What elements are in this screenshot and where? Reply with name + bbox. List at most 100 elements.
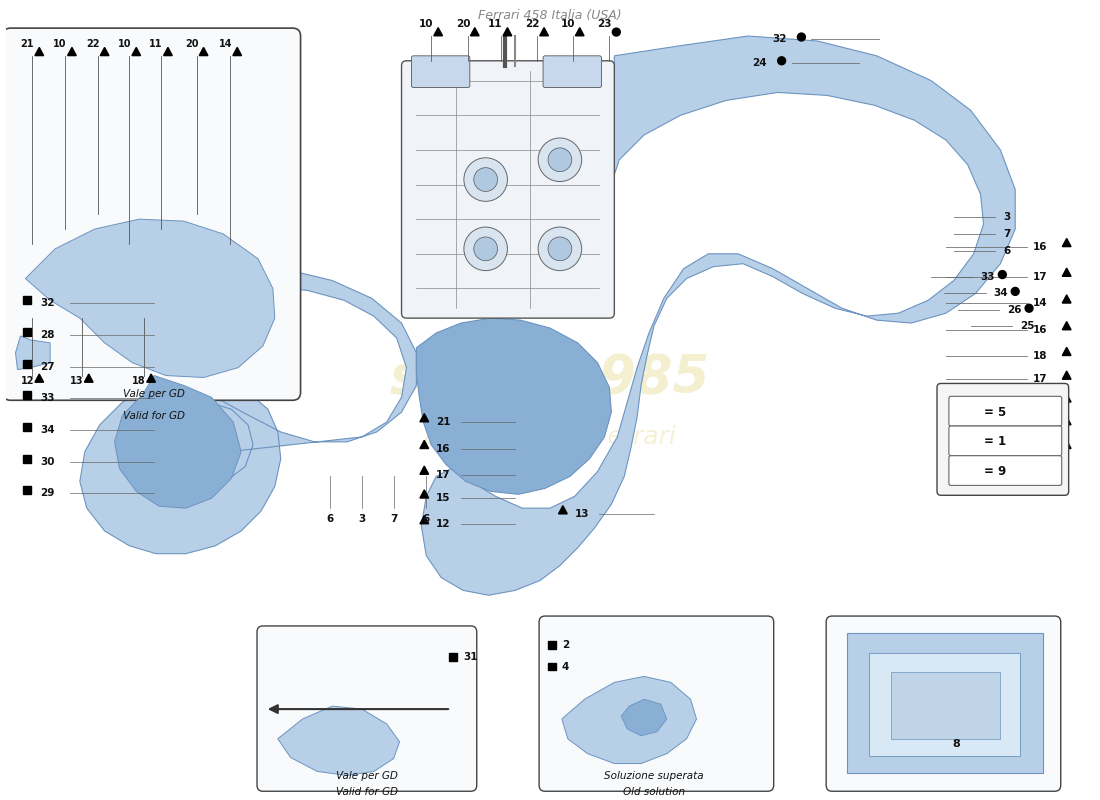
Polygon shape bbox=[621, 699, 667, 736]
Text: 4: 4 bbox=[562, 662, 570, 671]
Text: 10: 10 bbox=[419, 19, 433, 29]
Text: 2: 2 bbox=[562, 640, 569, 650]
Text: 13: 13 bbox=[574, 509, 590, 519]
Bar bbox=[548, 662, 556, 670]
Polygon shape bbox=[25, 219, 275, 378]
Text: 30: 30 bbox=[41, 457, 55, 466]
Text: 11: 11 bbox=[150, 39, 163, 49]
Text: 3: 3 bbox=[1003, 212, 1011, 222]
Polygon shape bbox=[420, 440, 429, 449]
Circle shape bbox=[999, 270, 1007, 278]
Bar bbox=[23, 391, 31, 399]
Polygon shape bbox=[233, 47, 242, 55]
Text: 21: 21 bbox=[437, 417, 451, 427]
Text: 10: 10 bbox=[118, 39, 131, 49]
Circle shape bbox=[1025, 304, 1033, 312]
Text: 12: 12 bbox=[21, 375, 34, 386]
Polygon shape bbox=[35, 47, 44, 55]
Text: 6: 6 bbox=[1003, 246, 1011, 256]
Polygon shape bbox=[15, 264, 417, 554]
Polygon shape bbox=[958, 404, 969, 414]
Text: Vale per GD: Vale per GD bbox=[336, 771, 398, 782]
Circle shape bbox=[474, 168, 497, 191]
Text: 17: 17 bbox=[1033, 374, 1047, 385]
Polygon shape bbox=[1063, 371, 1071, 379]
Text: 16: 16 bbox=[1033, 325, 1047, 335]
Text: 31: 31 bbox=[463, 652, 477, 662]
Text: 16: 16 bbox=[1033, 444, 1047, 454]
Polygon shape bbox=[67, 47, 76, 55]
Text: 15: 15 bbox=[437, 494, 451, 503]
Text: 18: 18 bbox=[132, 375, 146, 386]
Circle shape bbox=[1011, 287, 1020, 295]
Polygon shape bbox=[1063, 440, 1071, 449]
FancyBboxPatch shape bbox=[257, 626, 476, 791]
Polygon shape bbox=[891, 673, 1000, 738]
Bar bbox=[548, 641, 556, 649]
Circle shape bbox=[798, 33, 805, 41]
Polygon shape bbox=[199, 47, 208, 55]
Text: 33: 33 bbox=[41, 394, 55, 403]
Polygon shape bbox=[146, 374, 155, 382]
Text: 33: 33 bbox=[980, 271, 996, 282]
Text: 21: 21 bbox=[21, 39, 34, 49]
Circle shape bbox=[548, 237, 572, 261]
Circle shape bbox=[778, 57, 785, 65]
Circle shape bbox=[538, 227, 582, 270]
Polygon shape bbox=[15, 336, 51, 370]
Circle shape bbox=[958, 434, 969, 445]
Polygon shape bbox=[278, 706, 399, 775]
Text: 34: 34 bbox=[993, 288, 1008, 298]
Polygon shape bbox=[35, 374, 44, 382]
Text: 23: 23 bbox=[597, 19, 612, 29]
Circle shape bbox=[538, 138, 582, 182]
Polygon shape bbox=[575, 28, 584, 36]
Text: 10: 10 bbox=[53, 39, 67, 49]
Circle shape bbox=[613, 28, 620, 36]
Text: 22: 22 bbox=[86, 39, 99, 49]
Text: 22: 22 bbox=[525, 19, 539, 29]
Polygon shape bbox=[114, 375, 241, 508]
Circle shape bbox=[464, 158, 507, 202]
FancyBboxPatch shape bbox=[543, 56, 602, 87]
Polygon shape bbox=[869, 653, 1020, 756]
Text: 14: 14 bbox=[1033, 298, 1047, 308]
Polygon shape bbox=[421, 36, 1015, 595]
Text: since 1985: since 1985 bbox=[390, 351, 710, 403]
Text: Vale per GD: Vale per GD bbox=[123, 390, 185, 399]
Polygon shape bbox=[559, 506, 568, 514]
FancyBboxPatch shape bbox=[402, 61, 614, 318]
Text: 26: 26 bbox=[1008, 306, 1022, 315]
Text: Ferrari 458 Italia (USA): Ferrari 458 Italia (USA) bbox=[478, 10, 622, 22]
Circle shape bbox=[464, 227, 507, 270]
FancyBboxPatch shape bbox=[949, 396, 1062, 426]
FancyBboxPatch shape bbox=[2, 28, 300, 400]
Text: 7: 7 bbox=[1003, 229, 1011, 239]
Text: 27: 27 bbox=[41, 362, 55, 372]
Bar bbox=[959, 465, 968, 474]
Bar bbox=[23, 454, 31, 462]
Text: Valid for GD: Valid for GD bbox=[336, 787, 398, 798]
Polygon shape bbox=[540, 28, 549, 36]
FancyBboxPatch shape bbox=[949, 456, 1062, 486]
Bar bbox=[23, 296, 31, 304]
Polygon shape bbox=[1063, 238, 1071, 246]
Polygon shape bbox=[420, 490, 429, 498]
Text: 10: 10 bbox=[561, 19, 575, 29]
Text: 19: 19 bbox=[1033, 398, 1047, 407]
Polygon shape bbox=[1063, 394, 1071, 402]
Text: 3: 3 bbox=[359, 514, 365, 524]
Text: 13: 13 bbox=[70, 375, 84, 386]
FancyBboxPatch shape bbox=[937, 383, 1069, 495]
Text: 16: 16 bbox=[1033, 242, 1047, 252]
Polygon shape bbox=[85, 374, 94, 382]
Polygon shape bbox=[1063, 268, 1071, 276]
Text: 17: 17 bbox=[1033, 420, 1047, 430]
Text: 8: 8 bbox=[952, 738, 959, 749]
Text: 29: 29 bbox=[41, 488, 55, 498]
Text: 11: 11 bbox=[488, 19, 503, 29]
Text: 24: 24 bbox=[752, 58, 767, 68]
Polygon shape bbox=[164, 47, 173, 55]
Polygon shape bbox=[433, 28, 442, 36]
Polygon shape bbox=[503, 28, 512, 36]
